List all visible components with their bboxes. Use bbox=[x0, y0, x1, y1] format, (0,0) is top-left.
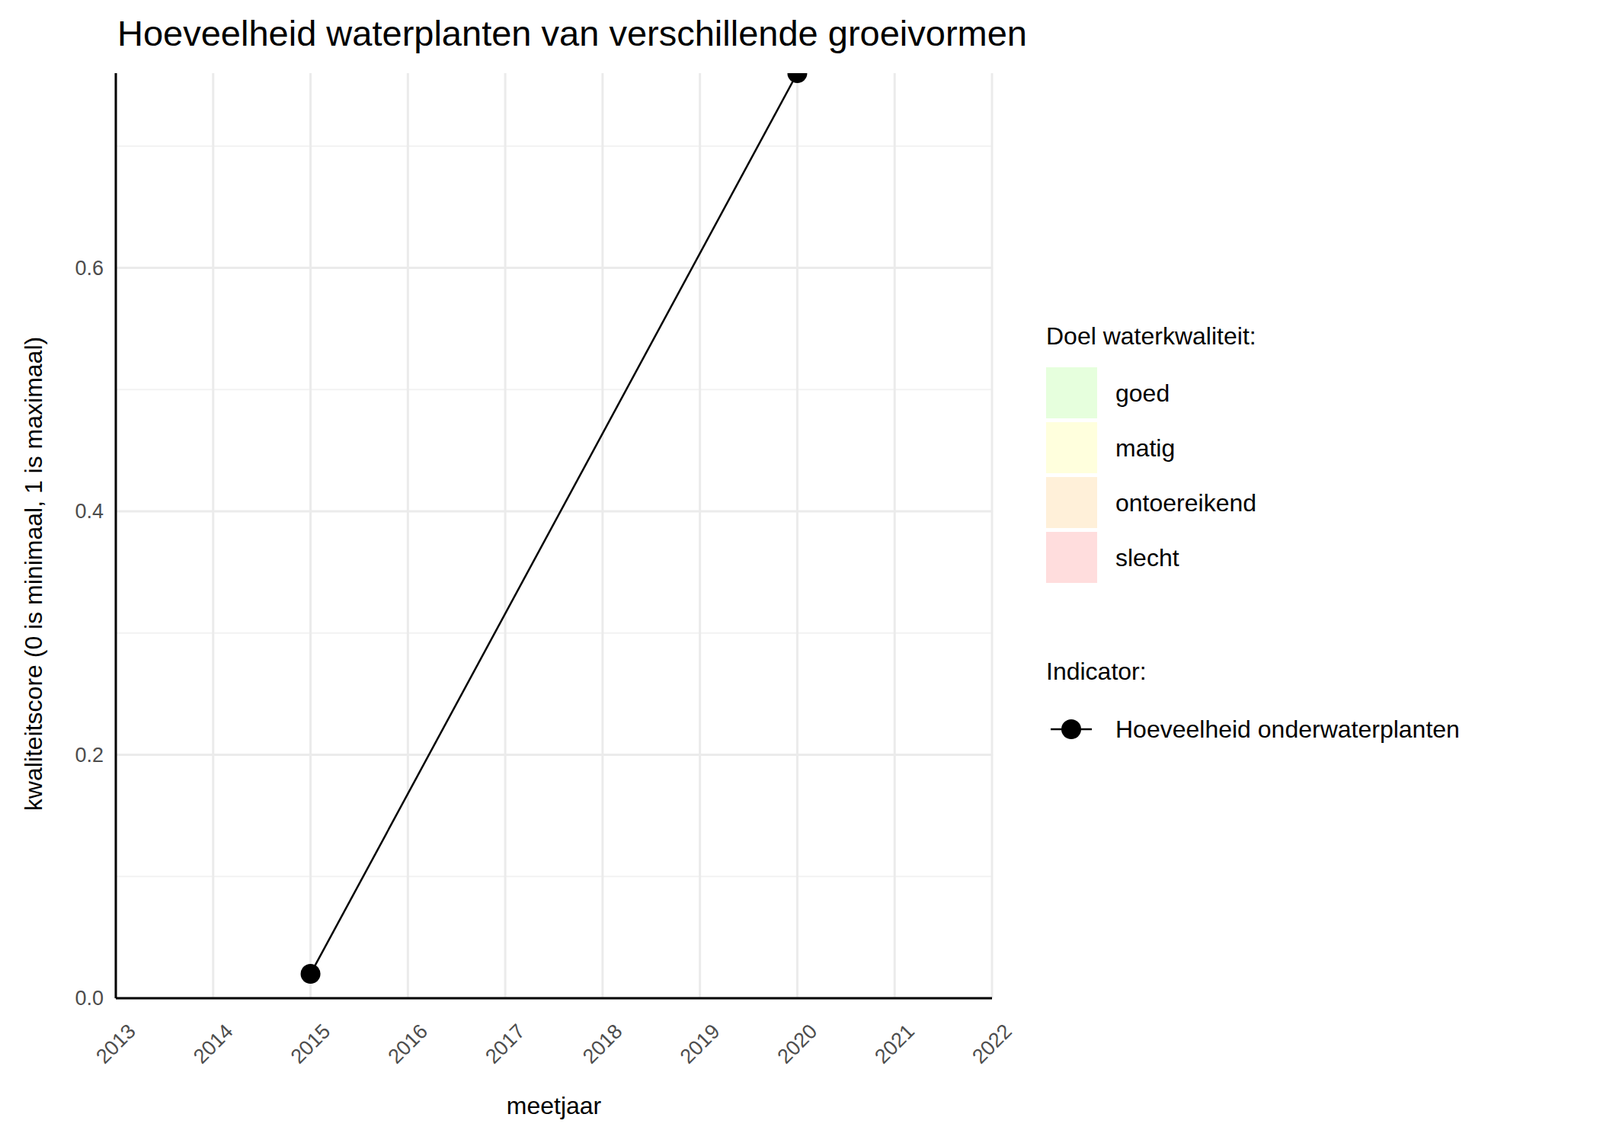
grid-line bbox=[211, 73, 215, 999]
legend-swatch bbox=[1046, 422, 1098, 474]
grid-line bbox=[893, 73, 896, 999]
x-axis-title: meetjaar bbox=[506, 1091, 602, 1120]
x-tick-label: 2020 bbox=[773, 1019, 823, 1069]
x-tick-label: 2022 bbox=[967, 1019, 1017, 1069]
minor-grid-line bbox=[115, 388, 992, 391]
x-tick-label: 2019 bbox=[675, 1019, 725, 1069]
grid-line bbox=[115, 266, 992, 269]
x-tick-label: 2014 bbox=[188, 1019, 238, 1069]
title: Hoeveelheid waterplanten van verschillen… bbox=[117, 12, 1028, 54]
grid bbox=[115, 73, 992, 999]
minor-grid-line bbox=[115, 145, 992, 148]
grid-line bbox=[796, 73, 799, 999]
x-tick-label: 2017 bbox=[480, 1019, 530, 1069]
legend-swatch bbox=[1046, 531, 1098, 583]
legend-swatch bbox=[1046, 476, 1098, 528]
chart: 0.0 0.2 0.4 0.6 2013 2014 2015 2016 2017 2018 2019… bbox=[0, 0, 1600, 1143]
legend-label: goed bbox=[1115, 379, 1170, 407]
grid-line bbox=[406, 73, 410, 999]
minor-grid-line bbox=[115, 875, 992, 877]
legend-title: Doel waterkwaliteit: bbox=[1046, 322, 1257, 350]
grid-line bbox=[504, 73, 507, 999]
series-point bbox=[300, 963, 321, 984]
x-tick-label: 2016 bbox=[383, 1019, 432, 1069]
minor-grid-line bbox=[115, 632, 992, 634]
grid-line bbox=[698, 73, 701, 999]
series-line bbox=[310, 73, 798, 974]
x-tick-label: 2015 bbox=[286, 1019, 336, 1069]
y-tick-label: 0.2 bbox=[74, 743, 104, 767]
y-tick-label: 0.6 bbox=[74, 256, 104, 280]
legend-marker bbox=[1061, 719, 1082, 740]
grid-line bbox=[115, 753, 992, 756]
grid-line bbox=[115, 73, 118, 999]
x-axis bbox=[115, 997, 992, 1000]
legend-label: ontoereikend bbox=[1115, 489, 1257, 517]
y-tick-label: 0.0 bbox=[74, 986, 104, 1010]
grid-line bbox=[309, 73, 312, 999]
plot-area bbox=[300, 73, 808, 984]
series-point bbox=[787, 73, 807, 84]
legend-swatch bbox=[1046, 367, 1098, 419]
legend-title: Indicator: bbox=[1046, 657, 1147, 685]
legend-label: matig bbox=[1115, 434, 1175, 462]
grid-line bbox=[991, 73, 994, 999]
legend-label: Hoeveelheid onderwaterplanten bbox=[1115, 715, 1460, 743]
grid-line bbox=[115, 510, 992, 513]
legend-label: slecht bbox=[1115, 544, 1180, 572]
x-tick-label: 2018 bbox=[578, 1019, 628, 1069]
grid-line bbox=[115, 997, 992, 1000]
y-axis bbox=[115, 73, 118, 999]
x-tick-label: 2013 bbox=[91, 1019, 141, 1069]
grid-line bbox=[601, 73, 604, 999]
y-tick-label: 0.4 bbox=[74, 499, 104, 523]
y-axis-title: kwaliteitscore (0 is minimaal, 1 is maxi… bbox=[19, 336, 48, 811]
x-tick-label: 2021 bbox=[870, 1019, 919, 1069]
